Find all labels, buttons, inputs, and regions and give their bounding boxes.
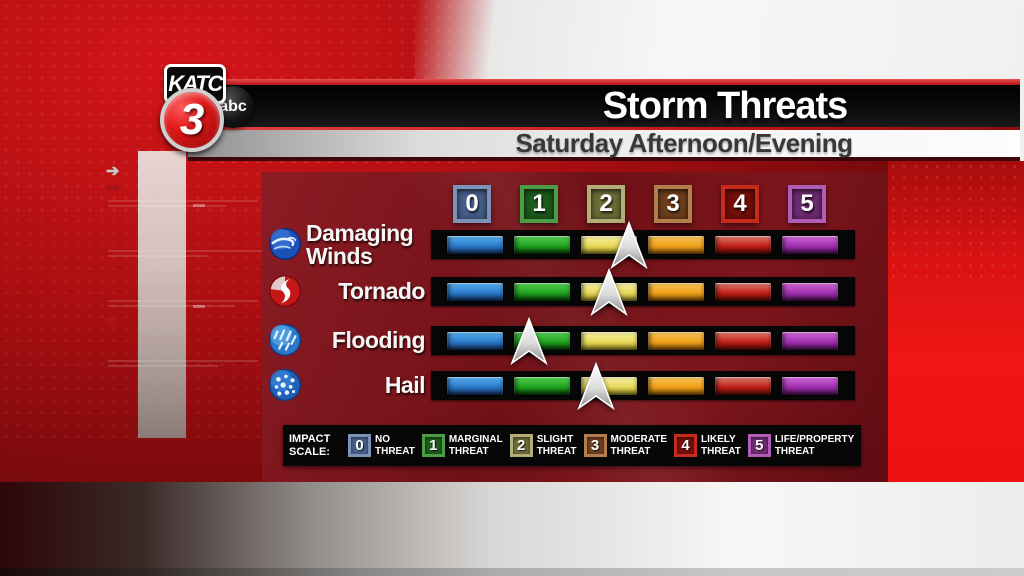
red-side-band-texture bbox=[888, 161, 1024, 281]
decorative-vertical-strip bbox=[138, 151, 186, 438]
katc3-abc-logo: abc KATC 3 bbox=[160, 60, 260, 152]
scale-box-3: 3 bbox=[654, 185, 692, 223]
scale-box-0: 0 bbox=[453, 185, 491, 223]
threat-panel: 0 1 2 3 4 5 Damaging Winds bbox=[262, 172, 888, 482]
impact-scale-header: 0 1 2 3 4 5 bbox=[453, 185, 826, 223]
threat-level-arrow bbox=[509, 317, 548, 366]
legend-item-3: 3 MODERATE THREAT bbox=[583, 434, 667, 457]
ghost-text-line bbox=[108, 305, 234, 307]
bar-segment-4 bbox=[715, 282, 771, 301]
bar-segment-1 bbox=[514, 235, 570, 254]
bar-segment-0 bbox=[447, 376, 503, 395]
row-label: Damaging Winds bbox=[306, 219, 414, 269]
damaging-winds-icon bbox=[268, 227, 302, 261]
ghost-text-line bbox=[108, 255, 208, 257]
decorative-gray-dash bbox=[193, 204, 205, 207]
scale-box-4: 4 bbox=[721, 185, 759, 223]
legend-box-4: 4 bbox=[674, 434, 697, 457]
legend-label: MODERATE THREAT bbox=[610, 434, 667, 457]
scale-box-2: 2 bbox=[587, 185, 625, 223]
bar-segment-5 bbox=[782, 282, 838, 301]
threat-row-damaging-winds: Damaging Winds bbox=[262, 219, 888, 270]
ghost-text-line bbox=[108, 300, 258, 302]
threat-bar-damaging-winds bbox=[431, 221, 855, 270]
channel-3-icon: 3 bbox=[160, 88, 224, 152]
bar-segment-3 bbox=[648, 282, 704, 301]
legend-box-3: 3 bbox=[583, 434, 607, 457]
legend-item-4: 4 LIKELY THREAT bbox=[674, 434, 741, 457]
legend-box-1: 1 bbox=[421, 434, 445, 457]
legend-label: MARGINAL THREAT bbox=[448, 434, 503, 457]
bar-segment-3 bbox=[648, 235, 704, 254]
decorative-gray-dash bbox=[193, 305, 205, 308]
tornado-icon bbox=[268, 274, 302, 308]
legend-item-2: 2 SLIGHT THREAT bbox=[509, 434, 577, 457]
legend-label: NO THREAT bbox=[375, 434, 415, 457]
row-label: Tornado bbox=[338, 278, 425, 304]
threat-level-arrow bbox=[610, 221, 648, 270]
subtitle: Saturday Afternoon/Evening bbox=[515, 128, 853, 158]
hail-icon bbox=[268, 368, 302, 402]
subtitle-band: Saturday Afternoon/Evening bbox=[188, 128, 1020, 161]
bar-segment-0 bbox=[447, 235, 503, 254]
bar-segment-5 bbox=[782, 331, 838, 350]
legend-label: SLIGHT THREAT bbox=[536, 434, 577, 457]
scale-value: 0 bbox=[465, 190, 479, 217]
row-label: Flooding bbox=[331, 327, 426, 353]
bar-segment-5 bbox=[782, 235, 838, 254]
bottom-edge-strip bbox=[0, 568, 1024, 576]
ghost-text-line bbox=[108, 205, 226, 207]
red-side-band bbox=[888, 161, 1024, 482]
bar-segment-0 bbox=[447, 282, 503, 301]
threat-level-arrow bbox=[590, 268, 628, 317]
legend-box-5: 5 bbox=[747, 434, 771, 457]
scale-value: 4 bbox=[733, 190, 747, 217]
bar-segment-2 bbox=[581, 331, 637, 350]
legend-label: LIKELY THREAT bbox=[701, 434, 741, 457]
ghost-text-line bbox=[108, 360, 258, 362]
scale-value: 3 bbox=[666, 190, 680, 217]
legend-box-2: 2 bbox=[509, 434, 533, 457]
threat-level-arrow bbox=[576, 362, 615, 411]
threat-row-hail: Hail bbox=[262, 362, 888, 411]
threat-bar-flooding bbox=[431, 317, 855, 366]
ghost-text-line bbox=[108, 200, 258, 202]
impact-scale-legend: IMPACT SCALE: 0 NO THREAT 1 MARGINAL THR… bbox=[283, 425, 861, 466]
ghost-text-line bbox=[108, 250, 266, 252]
legend-label: LIFE/PROPERTY THREAT bbox=[774, 434, 855, 457]
decorative-arrow-icon: ➔ bbox=[106, 163, 120, 180]
decorative-arrow-icon: ➔ bbox=[104, 311, 116, 327]
bar-segment-4 bbox=[715, 331, 771, 350]
legend-heading: IMPACT SCALE: bbox=[289, 433, 331, 458]
scale-box-1: 1 bbox=[520, 185, 558, 223]
flooding-icon bbox=[268, 323, 302, 357]
ghost-text-line bbox=[108, 365, 218, 367]
row-label: Hail bbox=[384, 372, 426, 398]
bar-segment-3 bbox=[648, 376, 704, 395]
scale-value: 2 bbox=[599, 190, 613, 217]
bottom-gradient-band bbox=[0, 482, 1024, 576]
legend-box-0: 0 bbox=[348, 434, 371, 457]
legend-item-0: 0 NO THREAT bbox=[348, 434, 415, 457]
bar-segment-1 bbox=[514, 376, 570, 395]
scale-box-5: 5 bbox=[788, 185, 826, 223]
legend-item-5: 5 LIFE/PROPERTY THREAT bbox=[747, 434, 855, 457]
bar-segment-1 bbox=[514, 282, 570, 301]
bar-segment-0 bbox=[447, 331, 503, 350]
scale-value: 5 bbox=[800, 190, 814, 217]
title-band: Storm Threats bbox=[225, 85, 1020, 127]
bar-segment-3 bbox=[648, 331, 704, 350]
threat-row-tornado: Tornado bbox=[262, 268, 888, 317]
bar-segment-4 bbox=[715, 235, 771, 254]
threat-row-flooding: Flooding bbox=[262, 317, 888, 366]
bar-segment-5 bbox=[782, 376, 838, 395]
decorative-red-dash bbox=[106, 185, 119, 190]
threat-bar-hail bbox=[431, 362, 855, 411]
bar-segment-4 bbox=[715, 376, 771, 395]
scale-value: 1 bbox=[532, 190, 546, 217]
threat-bar-tornado bbox=[431, 268, 855, 317]
legend-item-1: 1 MARGINAL THREAT bbox=[421, 434, 503, 457]
page-title: Storm Threats bbox=[602, 84, 849, 127]
